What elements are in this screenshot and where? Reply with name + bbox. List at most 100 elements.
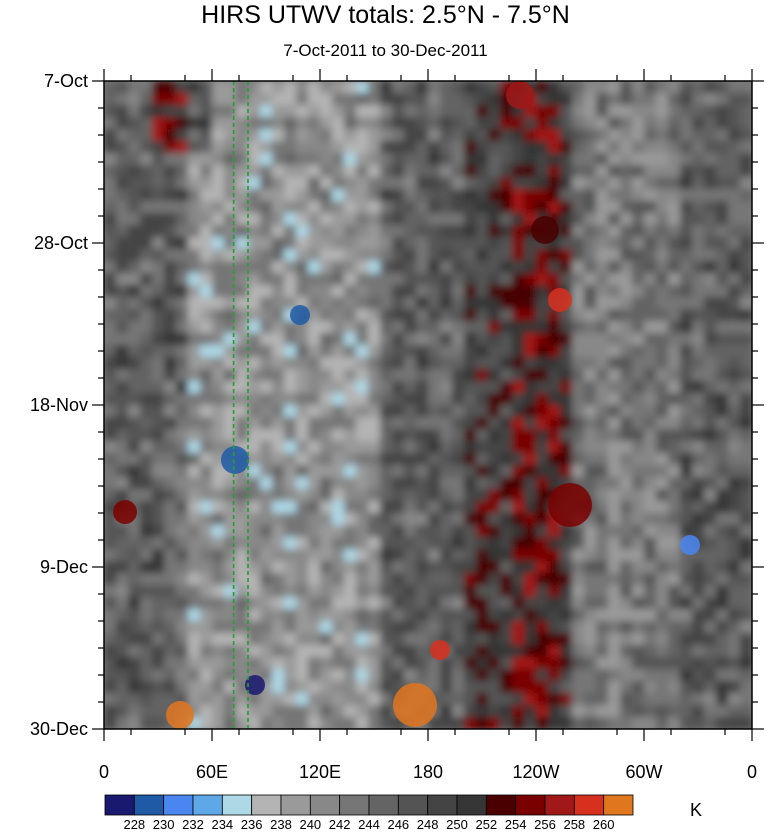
field-cell: [728, 417, 741, 430]
field-cell: [560, 465, 573, 478]
field-cell: [176, 93, 189, 106]
field-cell: [740, 285, 752, 298]
field-cell: [164, 441, 177, 454]
field-cell: [236, 573, 249, 586]
field-cell: [692, 417, 705, 430]
field-cell: [440, 321, 453, 334]
field-cell: [392, 261, 405, 274]
field-cell: [500, 465, 513, 478]
field-cell: [104, 381, 117, 394]
field-cell: [368, 465, 381, 478]
field-cell: [608, 537, 621, 550]
field-cell: [320, 93, 333, 106]
field-cell: [296, 477, 309, 490]
field-cell: [284, 501, 297, 514]
field-cell: [200, 405, 213, 418]
field-cell: [668, 225, 681, 238]
field-cell: [392, 537, 405, 550]
field-cell: [308, 81, 321, 94]
field-cell: [104, 465, 117, 478]
field-cell: [404, 393, 417, 406]
field-cell: [392, 117, 405, 130]
field-cell: [440, 273, 453, 286]
field-cell: [212, 585, 225, 598]
field-cell: [548, 273, 561, 286]
field-cell: [164, 357, 177, 370]
field-cell: [728, 141, 741, 154]
field-cell: [440, 417, 453, 430]
field-cell: [704, 273, 717, 286]
field-cell: [272, 525, 285, 538]
field-cell: [188, 81, 201, 94]
field-cell: [488, 537, 501, 550]
field-cell: [176, 165, 189, 178]
field-cell: [464, 261, 477, 274]
field-cell: [356, 261, 369, 274]
field-cell: [368, 537, 381, 550]
field-cell: [224, 405, 237, 418]
field-cell: [680, 489, 693, 502]
field-cell: [140, 381, 153, 394]
field-cell: [164, 465, 177, 478]
field-cell: [392, 573, 405, 586]
field-cell: [152, 573, 165, 586]
field-cell: [704, 285, 717, 298]
field-cell: [668, 189, 681, 202]
field-cell: [656, 129, 669, 142]
field-cell: [140, 273, 153, 286]
field-cell: [404, 381, 417, 394]
field-cell: [176, 201, 189, 214]
field-cell: [128, 141, 141, 154]
field-cell: [392, 357, 405, 370]
field-cell: [104, 417, 117, 430]
field-cell: [476, 165, 489, 178]
field-cell: [512, 225, 525, 238]
field-cell: [728, 561, 741, 574]
field-cell: [356, 513, 369, 526]
field-cell: [464, 333, 477, 346]
field-cell: [404, 441, 417, 454]
field-cell: [632, 237, 645, 250]
field-cell: [644, 261, 657, 274]
field-cell: [596, 489, 609, 502]
field-cell: [548, 525, 561, 538]
field-cell: [452, 285, 465, 298]
field-cell: [128, 81, 141, 94]
field-cell: [428, 561, 441, 574]
field-cell: [452, 273, 465, 286]
field-cell: [152, 141, 165, 154]
field-cell: [620, 309, 633, 322]
field-cell: [656, 249, 669, 262]
field-cell: [404, 177, 417, 190]
field-cell: [656, 213, 669, 226]
field-cell: [368, 273, 381, 286]
field-cell: [104, 189, 117, 202]
field-cell: [140, 153, 153, 166]
field-cell: [164, 393, 177, 406]
field-cell: [620, 201, 633, 214]
field-cell: [260, 393, 273, 406]
field-cell: [368, 309, 381, 322]
field-cell: [368, 489, 381, 502]
field-cell: [608, 297, 621, 310]
field-cell: [500, 105, 513, 118]
field-cell: [584, 393, 597, 406]
field-cell: [536, 489, 549, 502]
field-cell: [704, 573, 717, 586]
field-cell: [116, 573, 129, 586]
field-cell: [212, 93, 225, 106]
field-cell: [608, 261, 621, 274]
field-cell: [596, 309, 609, 322]
field-cell: [164, 477, 177, 490]
field-cell: [500, 333, 513, 346]
field-cell: [728, 333, 741, 346]
field-cell: [596, 129, 609, 142]
field-cell: [416, 285, 429, 298]
field-cell: [140, 141, 153, 154]
field-cell: [536, 537, 549, 550]
field-cell: [320, 261, 333, 274]
field-cell: [596, 477, 609, 490]
field-cell: [212, 525, 225, 538]
field-cell: [632, 549, 645, 562]
field-cell: [308, 441, 321, 454]
